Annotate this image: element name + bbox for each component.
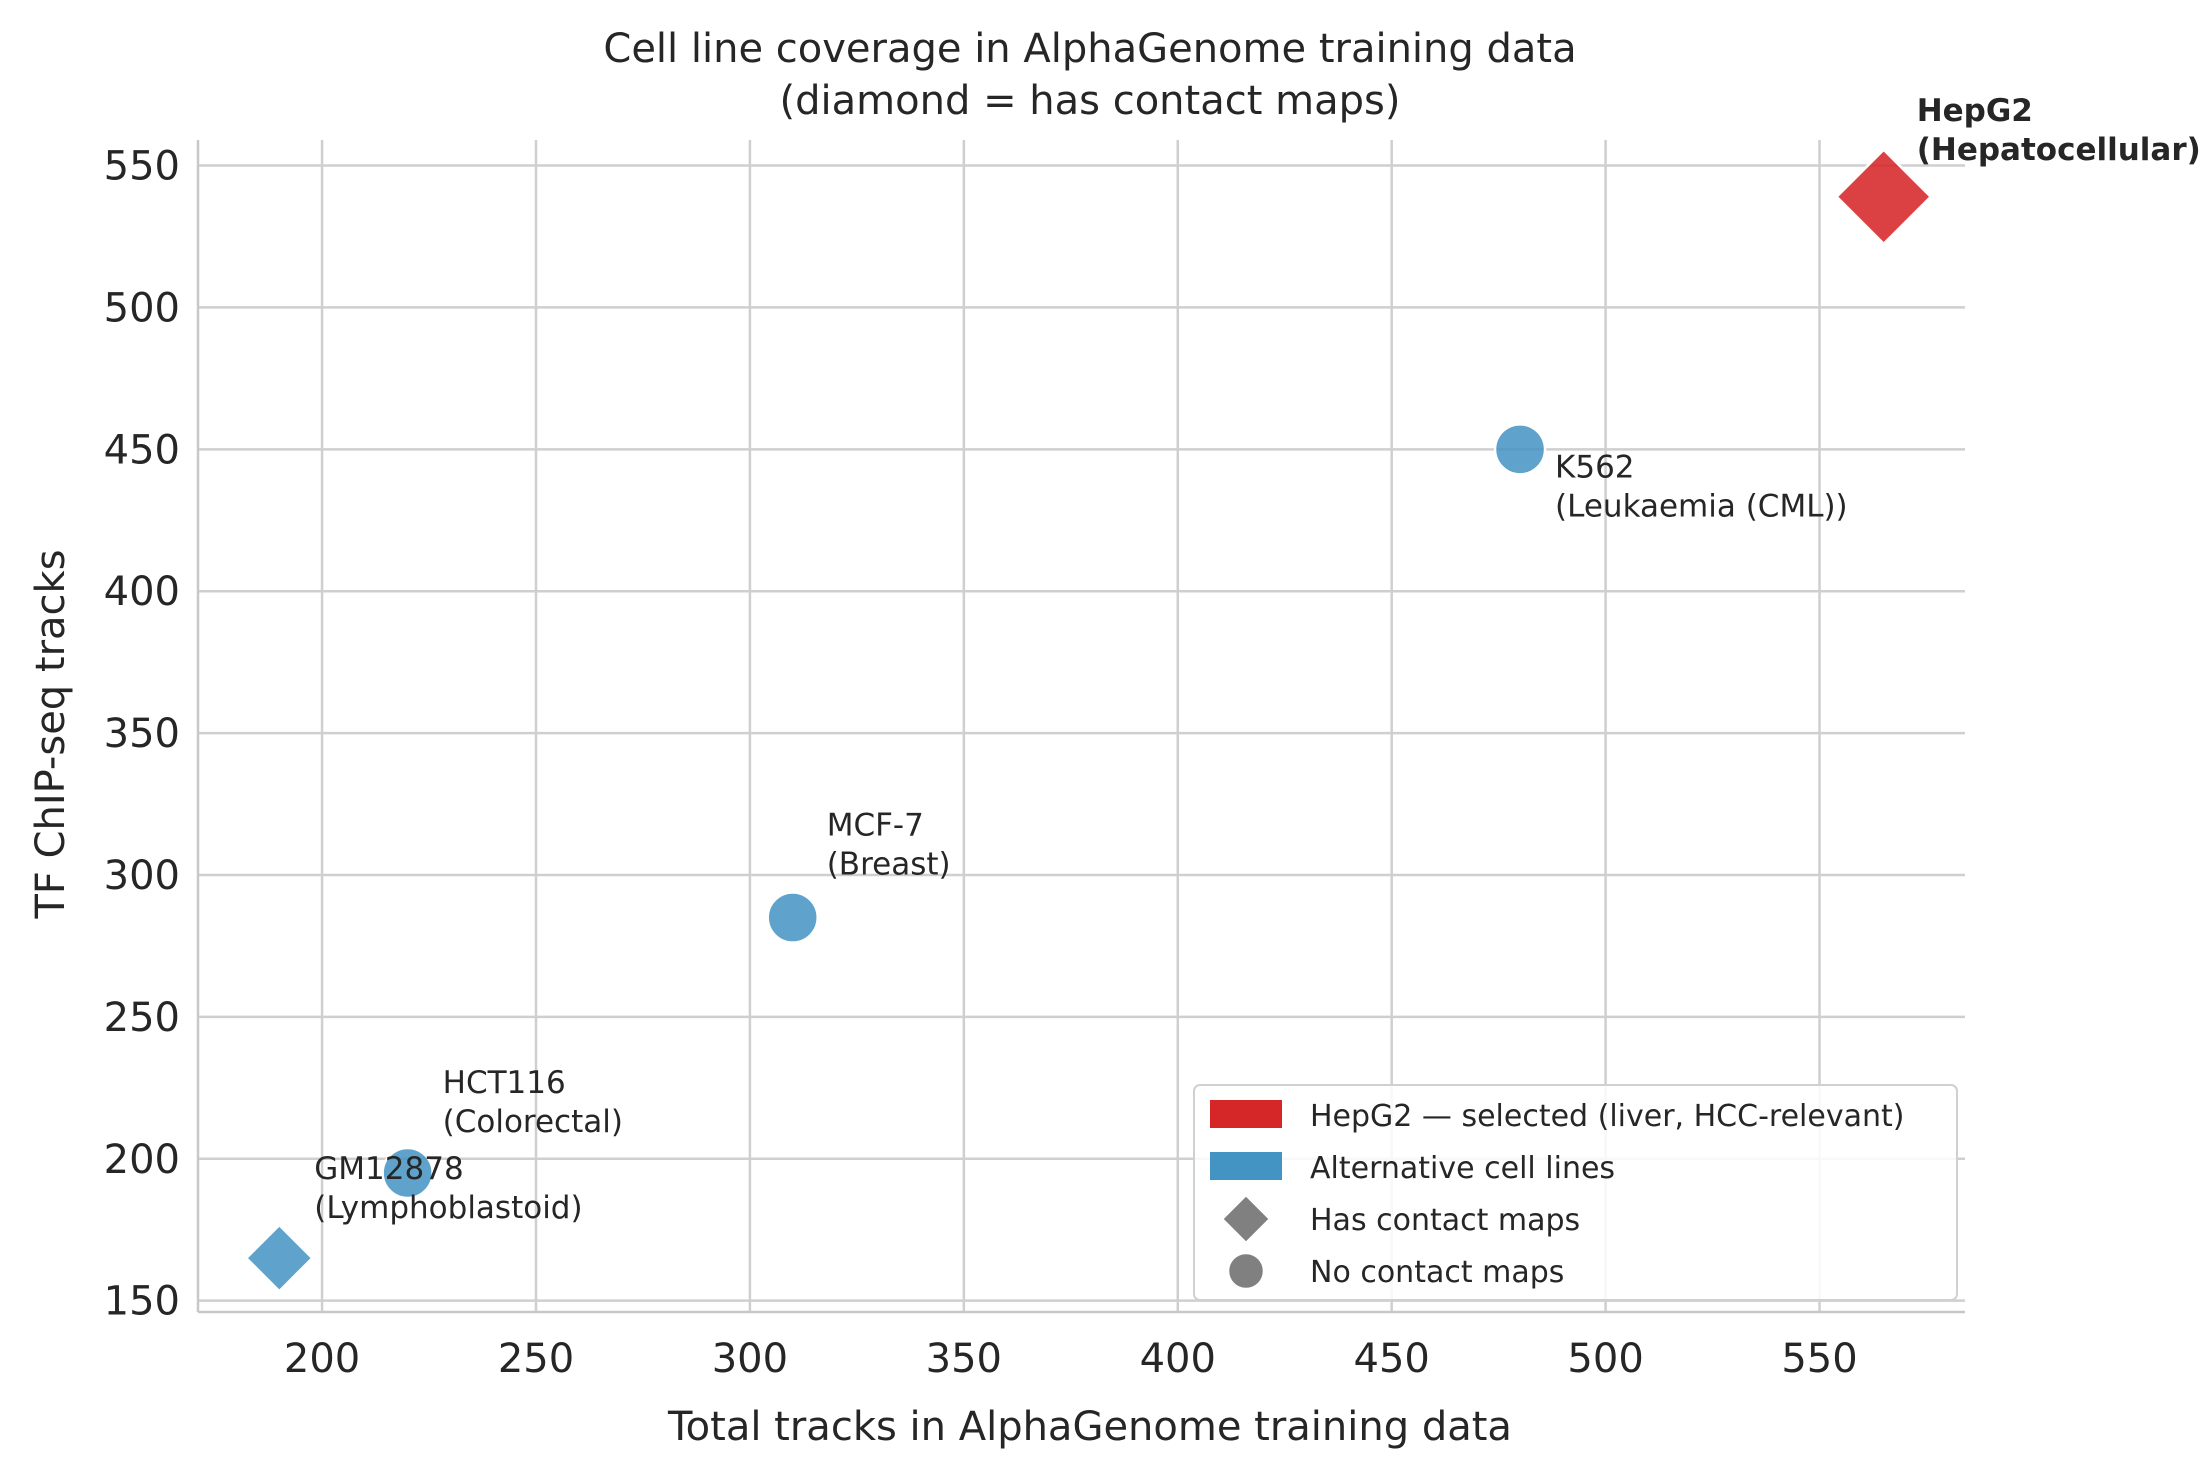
point-mcf-7-circle	[766, 891, 819, 944]
y-tick-label: 250	[104, 995, 180, 1041]
point-annotations: HepG2(Hepatocellular) K562(Leukaemia (CML…	[314, 93, 2201, 1226]
x-tick-label: 400	[1140, 1336, 1216, 1382]
annotation-hepg2-name: HepG2	[1917, 93, 2033, 129]
y-tick-label: 400	[104, 569, 180, 615]
x-tick-label: 200	[284, 1336, 360, 1382]
annotation-hct116-name: HCT116	[443, 1065, 566, 1101]
annotation-mcf-7-name: MCF-7	[827, 808, 924, 844]
data-points	[244, 147, 1933, 1293]
point-hct116-circle	[381, 1146, 434, 1200]
annotation-gm12878-name: GM12878	[314, 1151, 463, 1187]
annotation-k562-name: K562	[1555, 449, 1635, 485]
x-tick-label: 500	[1567, 1336, 1643, 1382]
legend-box	[1193, 1084, 1958, 1301]
legend-label-0: HepG2 — selected (liver, HCC-relevant)	[1310, 1099, 1904, 1134]
annotation-mcf-7-type: (Breast)	[827, 847, 951, 883]
chart-title: Cell line coverage in AlphaGenome traini…	[603, 26, 1576, 72]
x-tick-label: 350	[926, 1336, 1002, 1382]
point-k562-circle	[1493, 423, 1547, 476]
legend-diamond-icon	[1220, 1193, 1272, 1245]
chart-subtitle: (diamond = has contact maps)	[780, 78, 1401, 124]
legend-swatch-0	[1210, 1100, 1282, 1128]
y-tick-label: 300	[104, 853, 180, 899]
legend-label-2: Has contact maps	[1310, 1203, 1580, 1238]
x-tick-label: 250	[498, 1336, 574, 1382]
legend: HepG2 — selected (liver, HCC-relevant) Al…	[1193, 1084, 1958, 1301]
y-tick-label: 350	[104, 711, 180, 757]
y-tick-label: 450	[104, 427, 180, 473]
legend-circle-icon	[1226, 1251, 1266, 1291]
legend-label-3: No contact maps	[1310, 1255, 1564, 1290]
point-gm12878-diamond	[244, 1223, 315, 1293]
x-tick-label: 300	[712, 1336, 788, 1382]
point-hepg2-diamond	[1834, 147, 1933, 246]
grid	[198, 140, 1965, 1312]
x-axis-label: Total tracks in AlphaGenome training dat…	[667, 1404, 1512, 1450]
y-tick-label: 500	[104, 285, 180, 331]
annotation-gm12878-type: (Lymphoblastoid)	[314, 1190, 582, 1226]
annotation-hepg2-type: (Hepatocellular)	[1917, 132, 2201, 168]
tick-labels: 200 250 300 350 400 450 500 550 150 200 250 300 350 4…	[104, 144, 1858, 1382]
annotation-k562-type: (Leukaemia (CML))	[1555, 488, 1848, 524]
x-tick-label: 550	[1781, 1336, 1857, 1382]
annotation-hct116-type: (Colorectal)	[443, 1104, 623, 1140]
y-tick-label: 150	[104, 1279, 180, 1325]
axes-spines	[196, 140, 1965, 1314]
y-tick-label: 550	[104, 144, 180, 190]
legend-label-1: Alternative cell lines	[1310, 1151, 1615, 1186]
y-tick-label: 200	[104, 1137, 180, 1183]
y-axis-label: TF ChIP-seq tracks	[28, 549, 74, 919]
legend-swatch-1	[1210, 1152, 1282, 1180]
x-tick-label: 450	[1354, 1336, 1430, 1382]
